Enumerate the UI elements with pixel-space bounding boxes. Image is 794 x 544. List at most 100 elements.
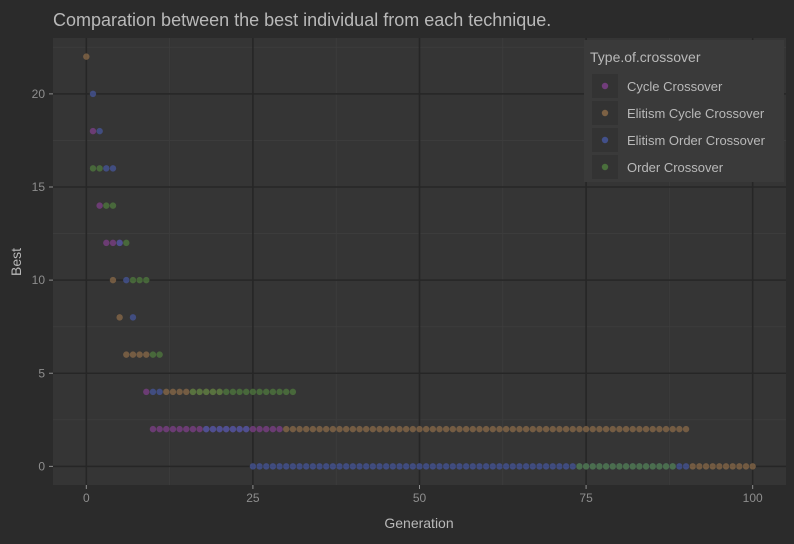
point-elitism-cycle-crossover: [682, 425, 690, 433]
point-elitism-cycle-crossover: [316, 425, 323, 433]
point-elitism-order-crossover: [123, 276, 130, 284]
point-order-crossover: [243, 388, 250, 396]
y-axis-ticks: 0 5 10 15 20: [32, 87, 53, 473]
point-elitism-cycle-crossover: [616, 425, 623, 433]
point-elitism-cycle-crossover: [676, 425, 683, 433]
point-elitism-order-crossover: [522, 463, 530, 470]
point-cycle-crossover: [263, 425, 270, 433]
point-elitism-cycle-crossover: [496, 425, 503, 433]
point-elitism-cycle-crossover: [129, 351, 137, 358]
point-elitism-order-crossover: [449, 463, 457, 470]
point-order-crossover: [602, 463, 610, 470]
point-order-crossover: [649, 463, 656, 470]
point-elitism-cycle-crossover: [542, 425, 550, 433]
point-cycle-crossover: [276, 425, 283, 433]
point-elitism-cycle-crossover: [296, 425, 303, 433]
point-elitism-order-crossover: [309, 463, 317, 470]
point-cycle-crossover: [149, 425, 157, 433]
point-elitism-cycle-crossover: [176, 388, 183, 396]
point-elitism-cycle-crossover: [169, 388, 177, 396]
legend-label: Order Crossover: [627, 160, 724, 175]
point-elitism-cycle-crossover: [662, 425, 670, 433]
point-elitism-order-crossover: [676, 463, 683, 470]
x-tick-label: 100: [743, 491, 763, 505]
point-order-crossover: [629, 463, 636, 470]
point-elitism-order-crossover: [416, 463, 423, 470]
legend-label: Elitism Order Crossover: [627, 133, 766, 148]
point-order-crossover: [129, 276, 137, 284]
point-elitism-order-crossover: [343, 463, 350, 470]
point-cycle-crossover: [96, 202, 103, 209]
point-cycle-crossover: [109, 239, 117, 247]
point-elitism-cycle-crossover: [522, 425, 530, 433]
point-elitism-cycle-crossover: [382, 425, 390, 433]
legend-title: Type.of.crossover: [590, 49, 701, 65]
point-elitism-order-crossover: [389, 463, 397, 470]
point-elitism-cycle-crossover: [589, 425, 596, 433]
legend-key-dot: [601, 109, 609, 117]
point-elitism-cycle-crossover: [116, 314, 123, 321]
point-order-crossover: [216, 388, 223, 396]
point-cycle-crossover: [249, 425, 257, 433]
point-order-crossover: [263, 388, 270, 396]
point-elitism-order-crossover: [462, 463, 470, 470]
point-elitism-cycle-crossover: [689, 463, 696, 470]
point-elitism-cycle-crossover: [709, 463, 716, 470]
point-elitism-cycle-crossover: [649, 425, 656, 433]
y-tick-label: 15: [32, 180, 46, 194]
y-axis-label: Best: [8, 248, 24, 276]
point-elitism-order-crossover: [349, 463, 357, 470]
point-order-crossover: [656, 463, 663, 470]
point-elitism-cycle-crossover: [509, 425, 516, 433]
point-elitism-cycle-crossover: [289, 425, 297, 433]
x-axis-ticks: 0 25 50 75 100: [83, 485, 763, 505]
point-elitism-cycle-crossover: [529, 425, 536, 433]
point-elitism-order-crossover: [203, 425, 210, 433]
point-order-crossover: [636, 463, 643, 470]
y-tick-label: 0: [38, 459, 45, 473]
point-elitism-order-crossover: [476, 463, 483, 470]
point-order-crossover: [622, 463, 630, 470]
point-elitism-cycle-crossover: [636, 425, 643, 433]
point-order-crossover: [123, 239, 130, 247]
point-elitism-cycle-crossover: [696, 463, 703, 470]
point-order-crossover: [189, 388, 197, 396]
point-order-crossover: [596, 463, 603, 470]
point-order-crossover: [582, 463, 590, 470]
point-cycle-crossover: [89, 127, 97, 135]
point-order-crossover: [289, 388, 297, 396]
point-elitism-cycle-crossover: [376, 425, 383, 433]
point-order-crossover: [283, 388, 290, 396]
point-elitism-order-crossover: [422, 463, 430, 470]
point-elitism-cycle-crossover: [136, 351, 143, 358]
point-elitism-cycle-crossover: [489, 425, 496, 433]
point-order-crossover: [662, 463, 670, 470]
point-order-crossover: [209, 388, 217, 396]
point-elitism-order-crossover: [329, 463, 337, 470]
point-elitism-order-crossover: [103, 165, 110, 172]
point-elitism-order-crossover: [289, 463, 297, 470]
point-elitism-cycle-crossover: [502, 425, 510, 433]
point-elitism-order-crossover: [516, 463, 523, 470]
point-elitism-cycle-crossover: [722, 463, 730, 470]
point-elitism-cycle-crossover: [362, 425, 370, 433]
point-elitism-cycle-crossover: [329, 425, 337, 433]
point-elitism-cycle-crossover: [109, 276, 117, 284]
point-elitism-cycle-crossover: [549, 425, 556, 433]
point-elitism-cycle-crossover: [416, 425, 423, 433]
point-order-crossover: [223, 388, 230, 396]
point-cycle-crossover: [156, 425, 163, 433]
point-elitism-order-crossover: [269, 463, 277, 470]
point-order-crossover: [136, 276, 143, 284]
point-elitism-order-crossover: [303, 463, 310, 470]
point-elitism-order-crossover: [396, 463, 403, 470]
x-tick-label: 0: [83, 491, 90, 505]
point-elitism-order-crossover: [216, 425, 223, 433]
x-tick-label: 75: [579, 491, 593, 505]
point-elitism-cycle-crossover: [389, 425, 397, 433]
point-cycle-crossover: [169, 425, 177, 433]
point-order-crossover: [89, 165, 97, 172]
point-cycle-crossover: [183, 425, 190, 433]
point-elitism-order-crossover: [263, 463, 270, 470]
legend-label: Elitism Cycle Crossover: [627, 106, 765, 121]
